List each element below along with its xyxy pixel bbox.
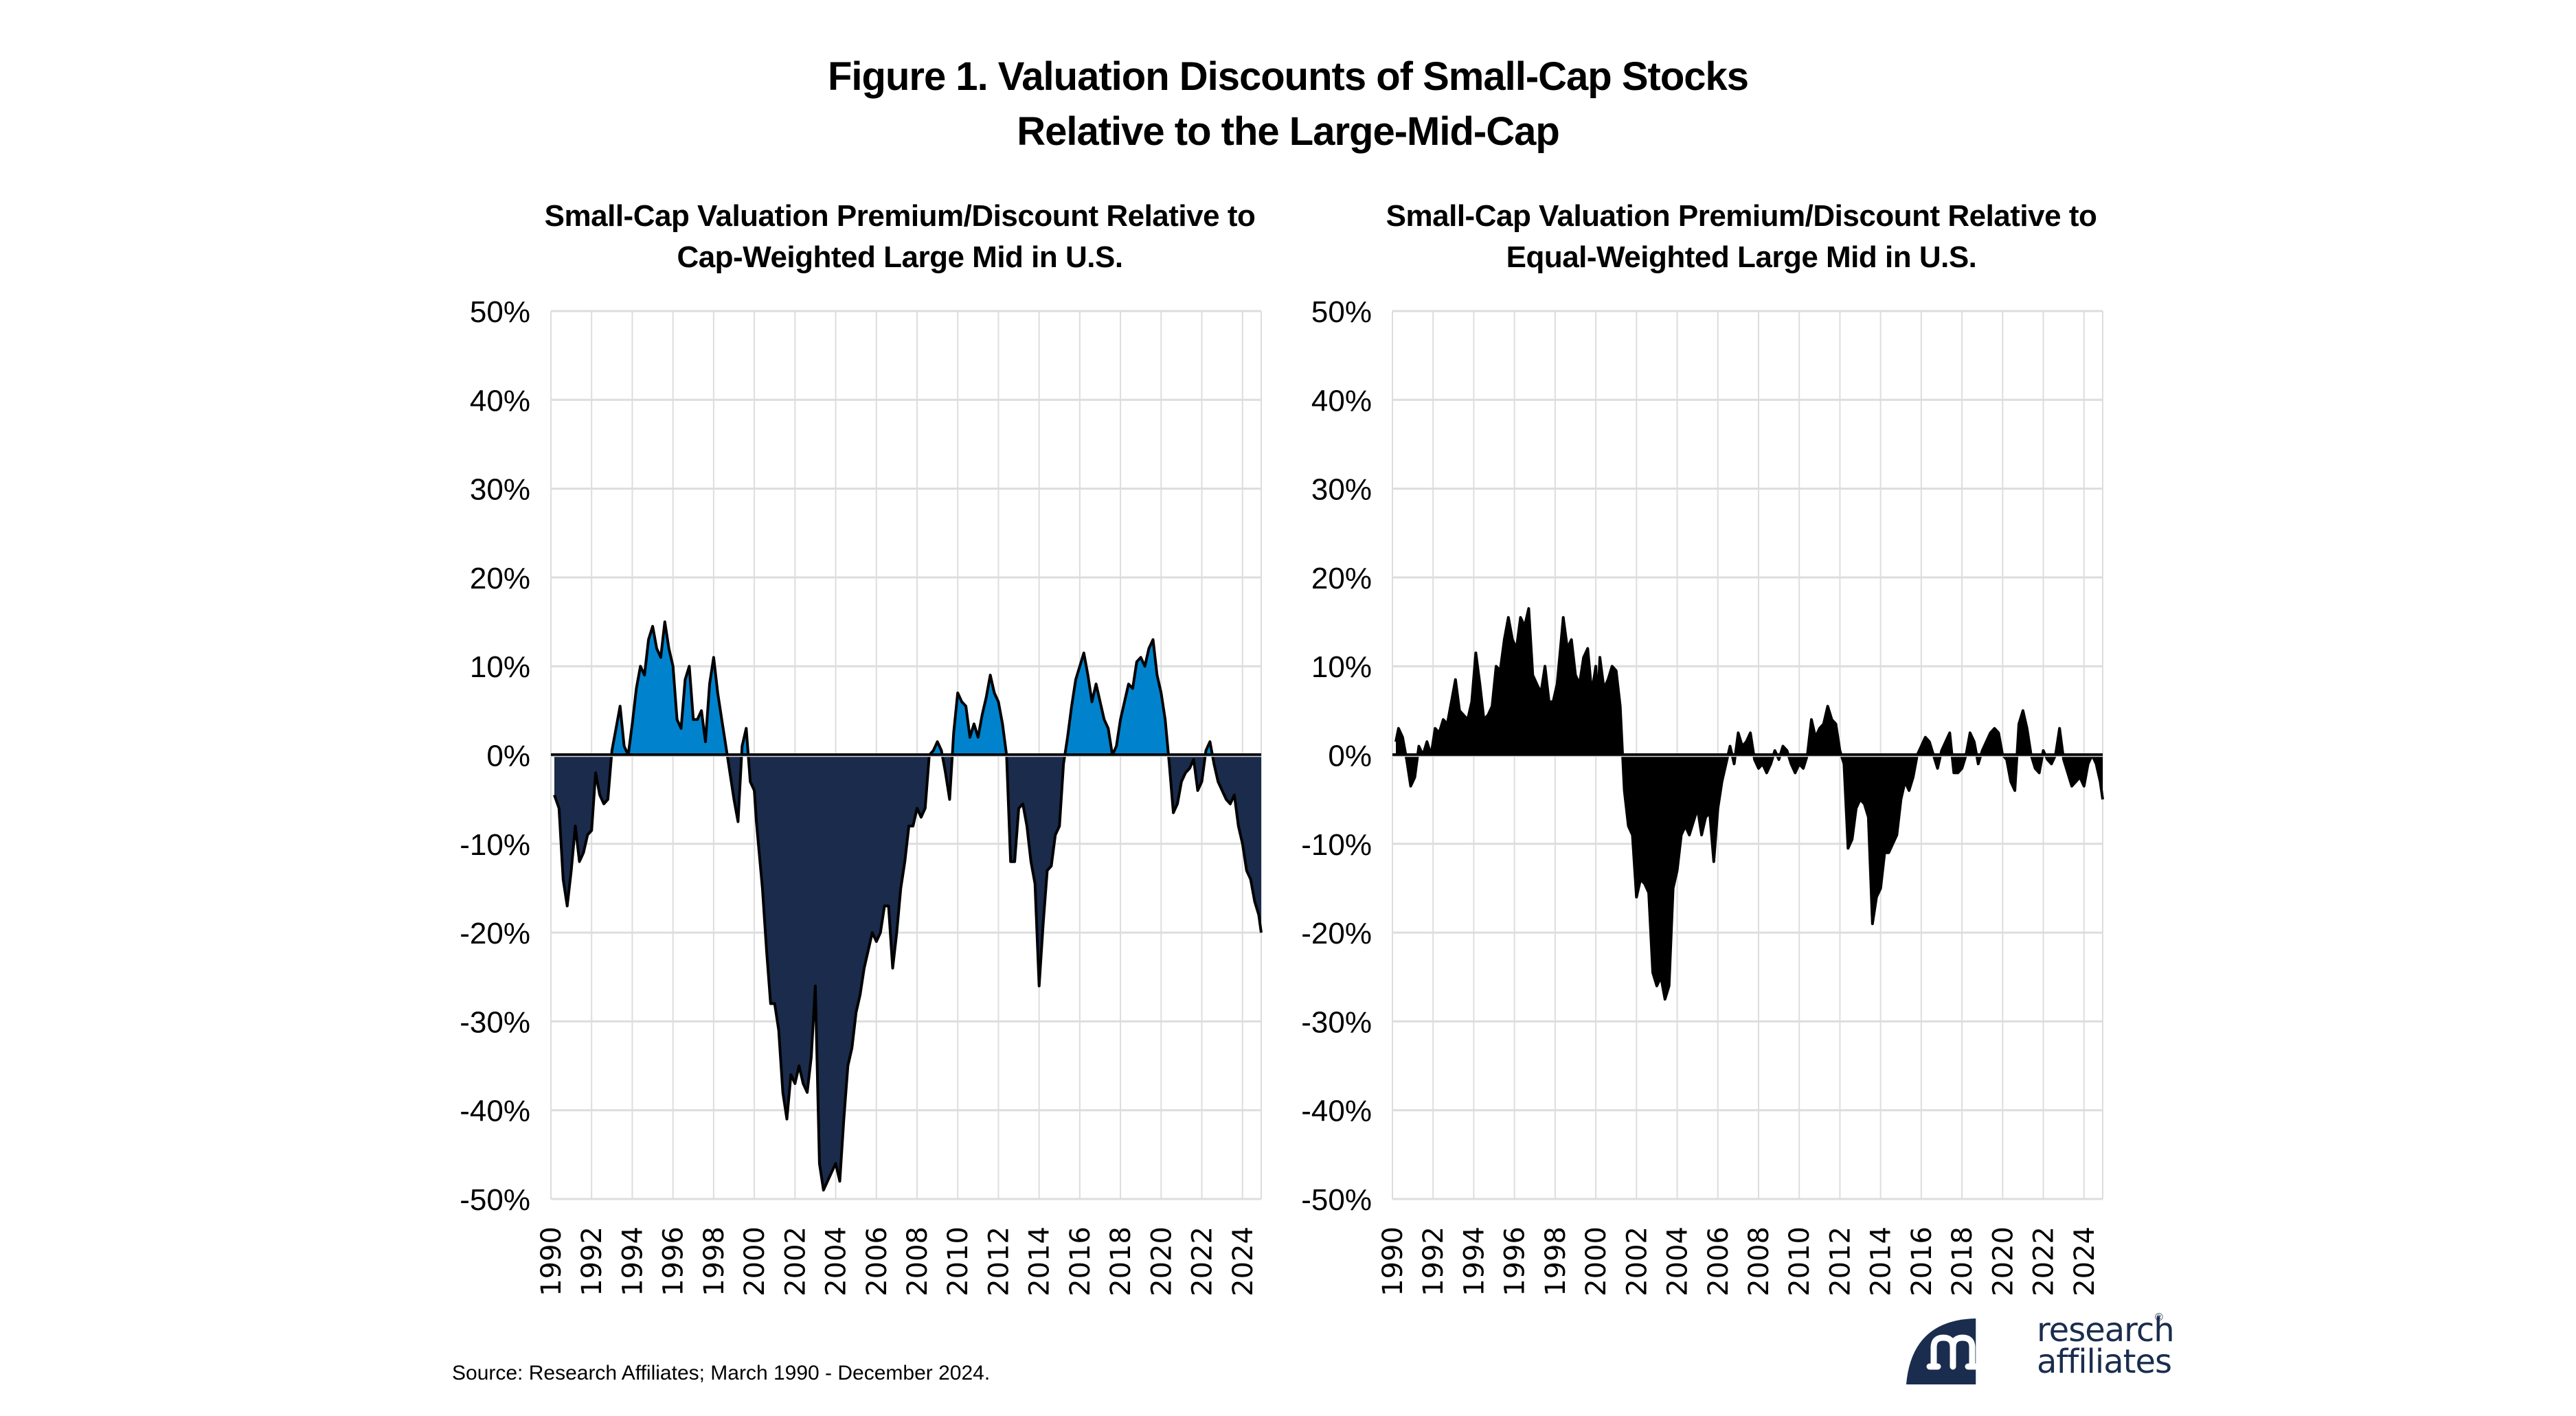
x-tick-label: 1990 <box>536 1226 567 1297</box>
y-tick-label: -10% <box>1301 828 1372 862</box>
y-tick-label: 20% <box>1311 562 1372 595</box>
series-line <box>553 620 1263 1192</box>
y-tick-label: -30% <box>1301 1005 1372 1039</box>
x-tick-label: 1990 <box>1377 1226 1409 1297</box>
x-tick-label: 1996 <box>1500 1226 1531 1297</box>
figure-title-line1: Figure 1. Valuation Discounts of Small-C… <box>827 54 1749 99</box>
y-tick-label: -50% <box>1301 1183 1372 1217</box>
figure-title-line2: Relative to the Large-Mid-Cap <box>1017 109 1560 154</box>
x-tick-label: 2010 <box>942 1226 974 1297</box>
left-chart-title-line2: Cap-Weighted Large Mid in U.S. <box>677 240 1123 274</box>
x-tick-label: 2014 <box>1866 1226 1897 1297</box>
research-affiliates-logo: research affiliates ® <box>1906 1305 2175 1384</box>
x-tick-label: 2016 <box>1906 1226 1938 1297</box>
x-tick-label: 2018 <box>1105 1226 1137 1297</box>
x-tick-label: 1992 <box>1418 1226 1449 1297</box>
x-tick-label: 2024 <box>1228 1226 1259 1297</box>
source-note: Source: Research Affiliates; March 1990 … <box>452 1362 991 1384</box>
logo-line2: affiliates <box>2037 1343 2172 1381</box>
left-chart-title-line1: Small-Cap Valuation Premium/Discount Rel… <box>544 199 1256 233</box>
x-tick-label: 1998 <box>1540 1226 1572 1297</box>
premium-area <box>1396 608 2103 755</box>
x-tick-label: 2016 <box>1065 1226 1096 1297</box>
y-tick-label: 10% <box>1311 650 1372 684</box>
y-tick-label: -20% <box>1301 917 1372 950</box>
x-tick-label: 2012 <box>983 1226 1015 1297</box>
y-tick-label: -40% <box>460 1095 530 1128</box>
y-tick-label: 40% <box>470 384 530 418</box>
right-chart-title-line1: Small-Cap Valuation Premium/Discount Rel… <box>1386 199 2097 233</box>
y-tick-label: -10% <box>460 828 530 862</box>
y-tick-label: 30% <box>470 473 530 507</box>
y-tick-label: -20% <box>460 917 530 950</box>
x-tick-label: 2006 <box>1703 1226 1735 1297</box>
x-tick-label: 1996 <box>658 1226 690 1297</box>
x-tick-label: 2002 <box>780 1226 811 1297</box>
x-tick-label: 2020 <box>1146 1226 1177 1297</box>
left-chart-title: Small-Cap Valuation Premium/Discount Rel… <box>474 196 1326 278</box>
x-tick-label: 2022 <box>1187 1226 1219 1297</box>
x-tick-label: 1992 <box>576 1226 608 1297</box>
y-tick-label: 50% <box>470 295 530 329</box>
x-tick-label: 2010 <box>1784 1226 1816 1297</box>
registered-mark: ® <box>2155 1312 2163 1323</box>
logo-wordmark: research affiliates <box>2037 1311 2175 1381</box>
y-tick-label: 10% <box>470 650 530 684</box>
series-line <box>1394 607 2104 1001</box>
logo-line1: research <box>2037 1311 2175 1349</box>
x-tick-label: 2014 <box>1024 1226 1056 1297</box>
x-tick-label: 2004 <box>1662 1226 1694 1297</box>
y-tick-label: 20% <box>470 562 530 595</box>
x-tick-label: 2024 <box>2069 1226 2101 1297</box>
x-tick-label: 2008 <box>902 1226 934 1297</box>
y-tick-label: -30% <box>460 1005 530 1039</box>
x-tick-label: 1994 <box>1458 1226 1490 1297</box>
y-tick-label: 0% <box>1328 740 1372 773</box>
x-tick-label: 2000 <box>1581 1226 1612 1297</box>
x-tick-label: 2000 <box>739 1226 771 1297</box>
x-tick-label: 2002 <box>1621 1226 1653 1297</box>
y-tick-label: -40% <box>1301 1095 1372 1128</box>
y-tick-label: 0% <box>486 740 530 773</box>
x-tick-label: 2008 <box>1743 1226 1775 1297</box>
x-tick-label: 2004 <box>821 1226 852 1297</box>
x-tick-label: 2006 <box>861 1226 893 1297</box>
y-tick-label: 40% <box>1311 384 1372 418</box>
x-tick-label: 1994 <box>617 1226 648 1297</box>
x-tick-label: 2012 <box>1824 1226 1856 1297</box>
left-area-chart: 50%40%30%20%10%0%-10%-20%-30%-40%-50%199… <box>460 295 1263 1297</box>
y-tick-label: 50% <box>1311 295 1372 329</box>
x-tick-label: 2022 <box>2029 1226 2060 1297</box>
x-tick-label: 2018 <box>1947 1226 1978 1297</box>
premium-area <box>554 621 1261 755</box>
right-chart-title-line2: Equal-Weighted Large Mid in U.S. <box>1506 240 1977 274</box>
ra-monogram-icon <box>1906 1318 1980 1384</box>
y-tick-label: 30% <box>1311 473 1372 507</box>
right-chart-title: Small-Cap Valuation Premium/Discount Rel… <box>1315 196 2167 278</box>
x-tick-label: 2020 <box>1987 1226 2019 1297</box>
y-tick-label: -50% <box>460 1183 530 1217</box>
x-tick-label: 1998 <box>699 1226 730 1297</box>
figure-title: Figure 1. Valuation Discounts of Small-C… <box>0 49 2576 159</box>
right-area-chart: 50%40%30%20%10%0%-10%-20%-30%-40%-50%199… <box>1301 295 2104 1297</box>
